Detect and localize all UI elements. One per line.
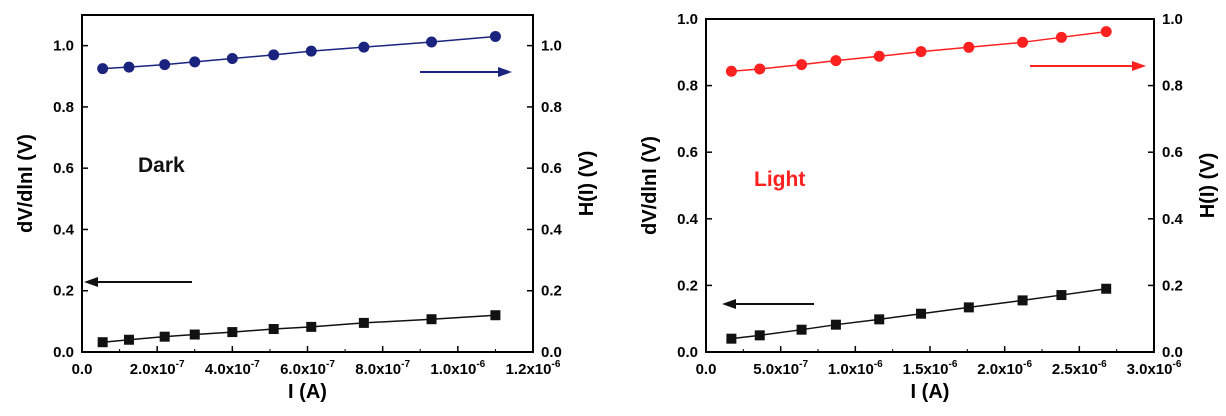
light-series-1-point (725, 65, 737, 77)
dark-x-tick-label: 6.0x10-7 (280, 359, 335, 378)
dark-y-axis-title: dV/dlnI (V) (15, 134, 37, 233)
dark-series-0-point (306, 321, 317, 332)
light-series-0-line (731, 287, 1107, 340)
dark-series-1-line (102, 35, 496, 70)
light-y-axis-title: dV/dlnI (V) (639, 136, 661, 235)
light-y-tick-label: 0.8 (677, 78, 698, 95)
light-series-0-point (916, 308, 927, 319)
light-series-0-point (1101, 283, 1112, 294)
light-y-tick-label: 0.4 (677, 211, 699, 228)
dark-series-1-point (159, 59, 171, 71)
dark-x-tick-label: 2.0x10-7 (130, 359, 185, 378)
dark-series-1-point (189, 56, 201, 68)
light-series-0-point (754, 330, 765, 341)
light-series-0-point (796, 324, 807, 335)
dark-series-1-point (489, 30, 501, 42)
light-y-tick-label: 0.6 (677, 144, 698, 161)
light-y2-tick-label: 0.8 (1162, 78, 1183, 95)
light-y2-tick-label: 0.2 (1162, 277, 1183, 294)
dark-series-0-point (426, 314, 437, 325)
light-series-0-point (726, 333, 737, 344)
light-series-1-point (873, 50, 885, 62)
dark-series-1-point (97, 63, 109, 75)
light-y2-tick-label: 0.0 (1162, 344, 1183, 361)
dark-series-0-point (97, 337, 108, 348)
dark-y2-tick-label: 1.0 (541, 38, 562, 55)
light-y2-axis-title: H(I) (V) (1197, 153, 1219, 219)
light-series-1-line (731, 30, 1107, 73)
light-y-tick-label: 1.0 (677, 11, 698, 28)
dark-y-tick-label: 0.4 (53, 221, 75, 238)
dark-arrow-left-head (84, 277, 98, 287)
dark-y2-tick-label: 0.4 (541, 221, 563, 238)
dark-x-tick-label: 8.0x10-7 (355, 359, 410, 378)
dark-x-tick-label: 1.2x10-6 (506, 359, 561, 378)
dark-y-tick-label: 1.0 (53, 38, 74, 55)
light-y2-tick-label: 0.4 (1162, 211, 1184, 228)
dark-panel: 0.0 2.0x10-7 4.0x10-7 6.0x10-7 8.0x10-7 1.0x1… (15, 14, 598, 403)
light-y2-tick-label: 1.0 (1162, 11, 1183, 28)
dark-y-tick-label: 0.8 (53, 99, 74, 116)
dark-y2-tick-label: 0.8 (541, 99, 562, 116)
dark-x-axis-title: I (A) (288, 381, 327, 403)
light-y-tick-label: 0.0 (677, 344, 698, 361)
dark-series-0-point (358, 317, 369, 328)
light-x-tick-label: 2.0x10-6 (977, 359, 1032, 378)
light-panel: 0.0 5.0x10-7 1.0x10-6 1.5x10-6 2.0x10-6 2.5x1… (639, 11, 1219, 403)
dark-series-1-point (305, 45, 317, 57)
dark-y2-tick-label: 0.0 (541, 344, 562, 361)
light-series-1-point (1055, 31, 1067, 43)
light-series-1-point (1100, 26, 1112, 38)
dark-series-0-line (102, 314, 496, 343)
light-arrow-right-head (1132, 61, 1146, 71)
light-y2-tick-label: 0.6 (1162, 144, 1183, 161)
dark-y-tick-label: 0.0 (53, 344, 74, 361)
dark-x-tick-label: 0.0 (72, 361, 93, 378)
light-x-tick-label: 1.5x10-6 (903, 359, 958, 378)
dark-series-0-point (227, 327, 238, 338)
dark-arrow-right-head (498, 67, 512, 77)
light-series-1-point (754, 63, 766, 75)
light-series-0-point (874, 314, 885, 325)
dark-series-1-point (226, 53, 238, 65)
light-annotation: Light (754, 168, 805, 191)
light-x-tick-label: 3.0x10-6 (1127, 359, 1182, 378)
dark-y2-tick-label: 0.6 (541, 160, 562, 177)
dark-y2-tick-label: 0.2 (541, 283, 562, 300)
dark-series-0-point (123, 334, 134, 345)
light-arrow-left-head (722, 299, 736, 309)
dark-series-1-point (268, 49, 280, 61)
dark-series-0-point (189, 329, 200, 340)
light-x-tick-label: 0.0 (696, 361, 717, 378)
dark-x-tick-label: 4.0x10-7 (205, 359, 260, 378)
light-x-tick-label: 2.5x10-6 (1052, 359, 1107, 378)
light-x-tick-label: 1.0x10-6 (828, 359, 883, 378)
dark-series-0-point (159, 331, 170, 342)
light-x-tick-label: 5.0x10-7 (753, 359, 808, 378)
light-series-1-point (796, 59, 808, 71)
dark-y-tick-label: 0.2 (53, 283, 74, 300)
dark-series-1-point (123, 61, 135, 73)
light-series-1-point (1017, 36, 1029, 48)
light-series-1-point (830, 55, 842, 67)
light-series-0-point (830, 319, 841, 330)
light-series-0-point (1017, 295, 1028, 306)
dark-x-tick-label: 1.0x10-6 (430, 359, 485, 378)
dark-series-0-point (490, 310, 501, 321)
light-y-tick-label: 0.2 (677, 277, 698, 294)
light-x-axis-title: I (A) (911, 381, 950, 403)
dark-series-0-point (268, 324, 279, 335)
dark-y-tick-label: 0.6 (53, 160, 74, 177)
dark-y2-axis-title: H(I) (V) (576, 151, 598, 217)
light-series-1-point (915, 46, 927, 58)
dark-series-1-point (358, 41, 370, 53)
dark-series-1-point (426, 36, 438, 48)
light-series-0-point (963, 302, 974, 313)
light-series-1-point (963, 41, 975, 53)
light-series-0-point (1056, 290, 1067, 301)
dark-annotation: Dark (138, 154, 185, 177)
